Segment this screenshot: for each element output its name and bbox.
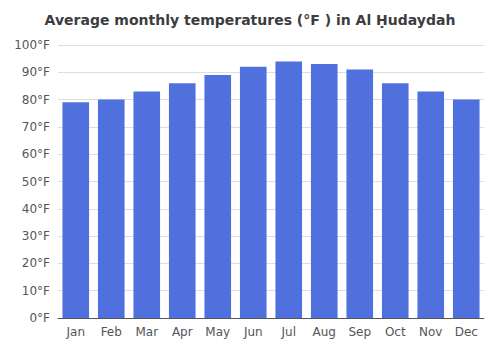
svg-text:Mar: Mar [135, 325, 158, 339]
svg-text:Apr: Apr [172, 325, 193, 339]
svg-text:Jul: Jul [281, 325, 296, 339]
svg-text:May: May [205, 325, 230, 339]
svg-text:50°F: 50°F [22, 175, 50, 189]
svg-text:10°F: 10°F [22, 284, 50, 298]
svg-text:60°F: 60°F [22, 147, 50, 161]
svg-text:80°F: 80°F [22, 93, 50, 107]
svg-text:Jun: Jun [243, 325, 263, 339]
svg-text:Jan: Jan [66, 325, 86, 339]
svg-text:Nov: Nov [419, 325, 442, 339]
svg-text:Sep: Sep [348, 325, 371, 339]
svg-text:20°F: 20°F [22, 256, 50, 270]
svg-text:Oct: Oct [385, 325, 406, 339]
svg-text:70°F: 70°F [22, 120, 50, 134]
svg-text:Aug: Aug [313, 325, 336, 339]
svg-text:30°F: 30°F [22, 229, 50, 243]
svg-text:100°F: 100°F [14, 38, 50, 52]
svg-text:Feb: Feb [101, 325, 122, 339]
svg-text:Dec: Dec [455, 325, 478, 339]
svg-text:0°F: 0°F [29, 311, 50, 325]
svg-text:40°F: 40°F [22, 202, 50, 216]
svg-text:90°F: 90°F [22, 65, 50, 79]
svg-text:Average monthly temperatures (: Average monthly temperatures (°F ) in Al… [45, 12, 456, 28]
